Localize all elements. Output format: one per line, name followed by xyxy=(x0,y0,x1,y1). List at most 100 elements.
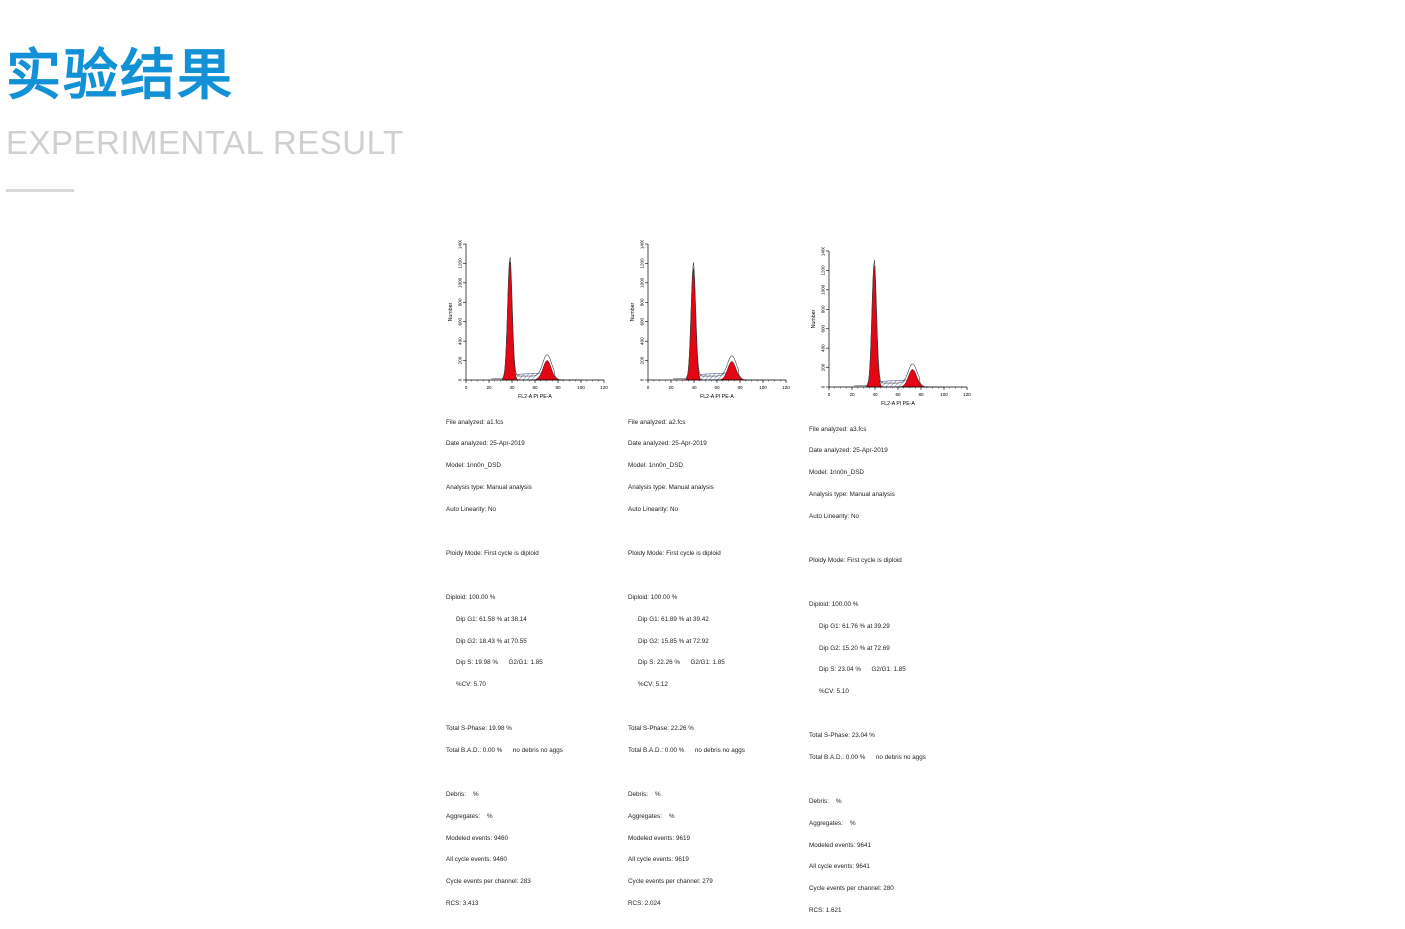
g1-peak xyxy=(864,264,884,388)
report-linearity: Auto Linearity: No xyxy=(446,506,497,514)
histogram-panel-3: 0 20 40 60 80 100 120 0 200 400 600 800 1000 1200 1400… xyxy=(809,247,984,929)
y-tick-label: 0 xyxy=(458,378,463,381)
report-total-s: Total S-Phase: 23.04 % xyxy=(809,732,875,740)
x-tick-label: 40 xyxy=(872,392,878,397)
y-tick-label: 1400 xyxy=(458,240,463,249)
histogram-chart-2: 0 20 40 60 80 100 1200200400600800100012001400… xyxy=(630,240,790,400)
report-modeled: Modeled events: 9460 xyxy=(446,834,508,842)
x-axis-label: FL2-A PI PE-A xyxy=(518,394,552,400)
y-tick-label: 800 xyxy=(640,298,645,306)
x-tick-label: 100 xyxy=(940,392,948,397)
y-tick-label: 200 xyxy=(458,356,463,364)
y-tick-label: 800 xyxy=(458,298,463,306)
x-tick-label: 80 xyxy=(737,385,743,390)
g1-peak xyxy=(500,260,520,381)
y-tick-label: 1200 xyxy=(821,265,826,276)
report-per-channel: Cycle events per channel: 279 xyxy=(628,878,713,886)
report-date: Date analyzed: 25-Apr-2019 xyxy=(628,440,707,448)
histogram-outline xyxy=(491,257,581,381)
x-tick-label: 80 xyxy=(555,385,561,390)
report-all-cycle: All cycle events: 9619 xyxy=(628,856,689,864)
g1-peak xyxy=(683,267,703,381)
report-per-channel: Cycle events per channel: 280 xyxy=(809,885,894,893)
y-axis-label: Number xyxy=(811,310,817,329)
y-tick-label: 1200 xyxy=(458,258,463,269)
report-cv: %CV: 5.70 xyxy=(456,681,486,689)
report-per-channel: Cycle events per channel: 283 xyxy=(446,878,531,886)
x-tick-label: 60 xyxy=(895,392,901,397)
x-tick-label: 100 xyxy=(577,385,585,390)
y-tick-label: 200 xyxy=(821,363,826,371)
report-g2: Dip G2: 18.43 % at 70.55 xyxy=(456,637,527,645)
report-cv: %CV: 5.12 xyxy=(638,681,668,689)
report-date: Date analyzed: 25-Apr-2019 xyxy=(446,440,525,448)
report-diploid: Diploid: 100.00 % xyxy=(809,600,859,608)
report-model: Model: 1nn0n_DSD xyxy=(446,462,501,470)
report-debris: Debris: % xyxy=(809,797,842,805)
report-total-bad: Total B.A.D.: 0.00 % no debris no aggs xyxy=(628,746,745,754)
report-g2: Dip G2: 15.85 % at 72.92 xyxy=(638,637,709,645)
report-modeled: Modeled events: 9641 xyxy=(809,841,871,849)
x-axis-label: FL2-A PI PE-A xyxy=(700,394,734,400)
report-s: Dip S: 19.98 % G2/G1: 1.85 xyxy=(456,659,543,667)
histogram-chart-3: 0 20 40 60 80 100 1200200400600800100012001400… xyxy=(811,247,971,407)
report-all-cycle: All cycle events: 9641 xyxy=(809,863,870,871)
report-ploidy: Ploidy Mode: First cycle is diploid xyxy=(628,549,721,557)
y-tick-label: 1400 xyxy=(640,240,645,249)
histogram-outline xyxy=(854,259,944,388)
report-date: Date analyzed: 25-Apr-2019 xyxy=(809,447,888,455)
x-tick-label: 20 xyxy=(668,385,674,390)
page-subtitle: EXPERIMENTAL RESULT xyxy=(6,124,404,161)
report-model: Model: 1nn0n_DSD xyxy=(628,462,683,470)
report-modeled: Modeled events: 9619 xyxy=(628,834,690,842)
report-file: File analyzed: a1.fcs xyxy=(446,418,504,426)
histogram-outline xyxy=(673,262,763,381)
report-g1: Dip G1: 61.58 % at 38.14 xyxy=(456,615,527,623)
report-analysis-type: Analysis type: Manual analysis xyxy=(628,484,714,492)
y-tick-label: 0 xyxy=(821,385,826,388)
report-diploid: Diploid: 100.00 % xyxy=(446,593,496,601)
report-rcs: RCS: 2.024 xyxy=(628,900,661,908)
report-linearity: Auto Linearity: No xyxy=(809,513,860,521)
y-tick-label: 1000 xyxy=(640,277,645,288)
x-tick-label: 0 xyxy=(828,392,831,397)
report-s: Dip S: 23.04 % G2/G1: 1.85 xyxy=(819,666,906,674)
report-g1: Dip G1: 61.89 % at 39.42 xyxy=(638,615,709,623)
y-tick-label: 400 xyxy=(458,337,463,345)
y-tick-label: 400 xyxy=(821,344,826,352)
histogram-panel-2: 0 20 40 60 80 100 120 0 200 400 600 800 1000 1200 1400… xyxy=(628,240,803,922)
y-tick-label: 200 xyxy=(640,356,645,364)
y-axis-label: Number xyxy=(448,303,454,322)
report-aggregates: Aggregates: % xyxy=(446,812,493,820)
x-tick-label: 0 xyxy=(647,385,650,390)
y-tick-label: 1400 xyxy=(821,247,826,256)
y-tick-label: 1000 xyxy=(821,284,826,295)
report-cv: %CV: 5.10 xyxy=(819,688,849,696)
y-tick-label: 400 xyxy=(640,337,645,345)
y-tick-label: 600 xyxy=(821,324,826,332)
report-file: File analyzed: a3.fcs xyxy=(809,425,867,433)
analysis-report-3: File analyzed: a3.fcs Date analyzed: 25-… xyxy=(809,411,984,929)
y-tick-label: 1000 xyxy=(458,277,463,288)
report-rcs: RCS: 1.621 xyxy=(809,907,842,915)
x-tick-label: 120 xyxy=(600,385,608,390)
report-total-s: Total S-Phase: 19.98 % xyxy=(446,725,512,733)
analysis-report-1: File analyzed: a1.fcs Date analyzed: 25-… xyxy=(446,404,621,922)
report-g2: Dip G2: 15.20 % at 72.69 xyxy=(819,644,890,652)
x-tick-label: 40 xyxy=(509,385,515,390)
x-tick-label: 120 xyxy=(782,385,790,390)
y-tick-label: 1200 xyxy=(640,258,645,269)
report-g1: Dip G1: 61.76 % at 39.29 xyxy=(819,622,890,630)
report-all-cycle: All cycle events: 9460 xyxy=(446,856,507,864)
y-tick-label: 0 xyxy=(640,378,645,381)
report-ploidy: Ploidy Mode: First cycle is diploid xyxy=(809,556,902,564)
y-tick-label: 800 xyxy=(821,305,826,313)
report-analysis-type: Analysis type: Manual analysis xyxy=(809,491,895,499)
report-linearity: Auto Linearity: No xyxy=(628,506,679,514)
report-rcs: RCS: 3.413 xyxy=(446,900,479,908)
report-ploidy: Ploidy Mode: First cycle is diploid xyxy=(446,549,539,557)
report-file: File analyzed: a2.fcs xyxy=(628,418,686,426)
histogram-panel-1: 0 20 40 60 80 100 120 0 200 400 600 800 1000 1200 1400… xyxy=(446,240,621,922)
report-debris: Debris: % xyxy=(628,790,661,798)
report-total-bad: Total B.A.D.: 0.00 % no debris no aggs xyxy=(446,746,563,754)
